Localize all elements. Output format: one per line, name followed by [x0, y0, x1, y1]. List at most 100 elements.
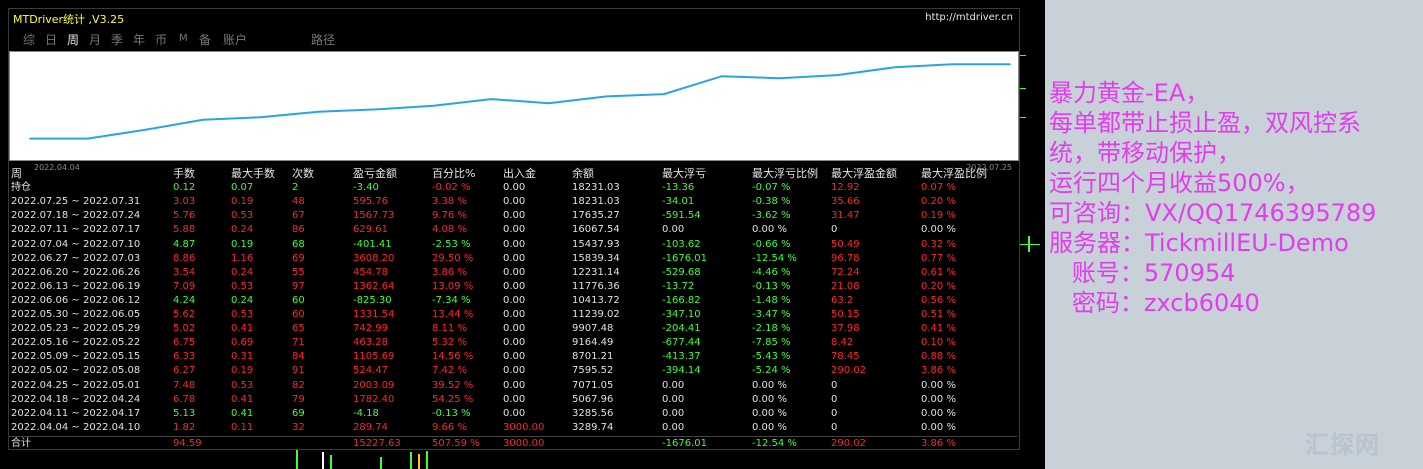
table-cell: -2.53 %	[432, 238, 471, 250]
column-header: 百分比%	[432, 167, 476, 180]
table-cell: 91	[292, 365, 305, 377]
table-row: 2022.04.11 ~ 2022.04.17 5.13 0.41 69 -4.18 -0…	[9, 407, 1017, 421]
table-row: 2022.05.30 ~ 2022.06.05 5.62 0.53 60 1331.54…	[9, 308, 1017, 322]
table-cell: 71	[292, 337, 305, 349]
table-cell: -1.48 %	[752, 294, 791, 306]
table-cell: 290.02	[831, 365, 866, 377]
table-cell: 86	[292, 224, 305, 236]
table-cell: 1.16	[231, 252, 254, 264]
table-cell: 0.00	[662, 224, 685, 236]
table-cell: 0.00	[662, 421, 685, 433]
table-cell: 0.41	[231, 393, 254, 405]
table-cell: -0.38 %	[752, 196, 791, 208]
price-tick	[1020, 244, 1040, 245]
candle-bar	[1028, 236, 1030, 252]
table-cell: 0.00	[503, 337, 526, 349]
week-range: 2022.04.04 ~ 2022.04.10	[11, 421, 141, 433]
candle-bar	[322, 452, 324, 469]
tab-quarter[interactable]: 季	[111, 33, 124, 47]
column-header: 出入金	[503, 167, 536, 180]
table-cell: 39.52 %	[432, 379, 474, 391]
tab-m[interactable]: M	[179, 33, 188, 44]
table-cell: 50.15	[831, 309, 860, 320]
table-cell: 289.74	[353, 421, 388, 433]
table-cell: -7.34 %	[432, 294, 471, 306]
table-cell: 0.07	[231, 182, 254, 194]
table-row: 2022.04.25 ~ 2022.05.01 7.48 0.53 82 2003.09…	[9, 379, 1017, 393]
column-header: 最大浮亏比例	[752, 167, 818, 180]
table-cell: -0.07 %	[752, 182, 791, 194]
table-row: 2022.05.23 ~ 2022.05.29 5.02 0.41 65 742.99 8…	[9, 322, 1017, 336]
table-row-holding: 持仓 0.12 0.07 2 -3.40 -0.02 % 0.00 18231.03 -13.3…	[9, 181, 1017, 195]
week-range: 2022.04.11 ~ 2022.04.17	[11, 407, 141, 419]
tab-summary[interactable]: 综	[23, 33, 36, 47]
table-cell: 0.00	[503, 266, 526, 278]
table-cell: 60	[292, 309, 305, 320]
tab-week[interactable]: 周	[67, 33, 80, 47]
table-cell: -0.13 %	[432, 407, 471, 419]
table-row: 2022.06.27 ~ 2022.07.03 8.86 1.16 69 3608.20…	[9, 252, 1017, 266]
week-range: 2022.06.27 ~ 2022.07.03	[11, 252, 141, 264]
table-cell: 0	[831, 393, 838, 405]
table-cell: 21.08	[831, 280, 860, 292]
annotation-line: 服务器：TickmillEU-Demo	[1049, 229, 1349, 257]
annotation-line: 密码：zxcb6040	[1049, 289, 1260, 317]
table-cell: 0	[831, 224, 838, 236]
candle-bar	[426, 451, 428, 469]
table-cell: 2003.09	[353, 379, 395, 391]
table-cell: 0.51 %	[921, 309, 956, 320]
table-cell: -166.82	[662, 294, 701, 306]
table-cell: 0.00	[503, 323, 526, 335]
table-cell: 0.00	[503, 365, 526, 377]
table-cell: 0.11	[231, 421, 254, 433]
balance-point	[778, 77, 781, 80]
annotation-line: 统，带移动保护，	[1049, 139, 1241, 167]
table-cell: -5.24 %	[752, 365, 791, 377]
table-cell: 9.66 %	[432, 421, 467, 433]
tab-month[interactable]: 月	[89, 33, 102, 47]
table-cell: 0	[831, 379, 838, 391]
table-cell: -0.66 %	[752, 238, 791, 250]
balance-point	[951, 63, 954, 66]
balance-point	[144, 128, 147, 131]
table-cell: 3.54	[173, 266, 196, 278]
table-cell: 0.41	[231, 407, 254, 419]
tab-path[interactable]: 路径	[311, 33, 336, 47]
website-link[interactable]: http://mtdriver.cn	[925, 12, 1013, 23]
balance-point	[202, 119, 204, 121]
table-cell: 0.00	[503, 393, 526, 405]
table-cell: 18231.03	[572, 196, 620, 208]
table-cell: 96.78	[831, 252, 860, 264]
table-cell: 0.00	[503, 238, 526, 250]
column-header: 最大浮盈比例	[921, 167, 987, 180]
table-cell: 0.00 %	[752, 224, 787, 236]
tab-day[interactable]: 日	[45, 33, 58, 47]
table-cell: 629.61	[353, 224, 388, 236]
table-cell: 0.61 %	[921, 266, 956, 278]
table-cell: 11239.02	[572, 309, 620, 320]
balance-point	[259, 116, 262, 119]
table-cell: 0.88 %	[921, 351, 956, 363]
annotation-line: 可咨询：VX/QQ1746395789	[1049, 199, 1377, 227]
table-cell: 0.19 %	[921, 210, 956, 222]
tab-symbol[interactable]: 币	[155, 33, 168, 47]
candle-bar	[418, 454, 420, 469]
table-cell: 0.20 %	[921, 280, 956, 292]
tab-note[interactable]: 备	[199, 33, 212, 47]
column-header: 次数	[292, 167, 314, 180]
table-cell: -12.54 %	[752, 437, 797, 449]
week-range: 2022.05.23 ~ 2022.05.29	[11, 323, 141, 335]
week-range: 2022.05.16 ~ 2022.05.22	[11, 337, 141, 349]
table-cell: 0.00 %	[752, 393, 787, 405]
table-cell: -204.41	[662, 323, 701, 335]
table-cell: 5.76	[173, 210, 196, 222]
table-cell: 0.00 %	[752, 407, 787, 419]
week-range: 2022.06.06 ~ 2022.06.12	[11, 294, 141, 306]
week-range: 2022.07.04 ~ 2022.07.10	[11, 238, 141, 250]
table-cell: 68	[292, 238, 305, 250]
balance-point	[548, 102, 550, 104]
tab-year[interactable]: 年	[133, 33, 146, 47]
table-cell: 5.88	[173, 224, 196, 236]
tab-account[interactable]: 账户	[223, 33, 248, 47]
title-bar[interactable]: MTDriver统计 ,V3.25 http://mtdriver.cn	[9, 9, 1019, 27]
